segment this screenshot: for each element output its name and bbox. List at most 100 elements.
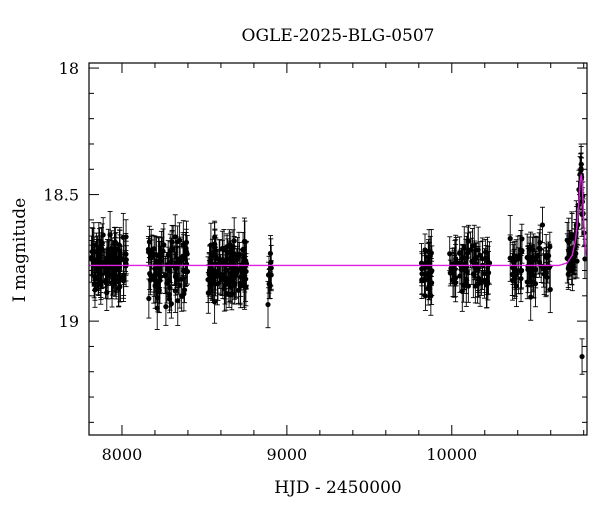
data-marker — [461, 245, 467, 251]
data-marker — [101, 259, 108, 265]
data-marker — [153, 258, 160, 264]
data-marker — [447, 270, 453, 276]
data-point — [211, 279, 218, 324]
data-point — [241, 254, 247, 291]
data-point — [265, 280, 271, 329]
data-marker — [112, 279, 118, 285]
data-point — [225, 270, 231, 297]
data-point — [428, 275, 434, 316]
data-marker — [115, 258, 121, 264]
data-marker — [166, 296, 173, 302]
data-point — [103, 266, 109, 294]
x-tick-label: 8000 — [102, 445, 143, 464]
data-marker — [459, 288, 465, 294]
data-marker — [578, 161, 584, 167]
data-marker — [224, 244, 230, 250]
data-marker — [519, 236, 525, 242]
data-marker — [463, 280, 469, 286]
data-point — [162, 258, 168, 294]
data-point — [422, 262, 428, 296]
data-marker — [569, 231, 575, 238]
data-point — [543, 234, 549, 277]
data-point — [540, 248, 547, 288]
data-marker — [428, 293, 434, 299]
data-point — [463, 259, 469, 307]
data-marker — [238, 283, 244, 289]
data-marker — [512, 275, 518, 281]
data-marker — [172, 288, 178, 294]
data-point — [180, 220, 186, 270]
data-marker — [225, 281, 231, 287]
data-marker — [475, 281, 481, 287]
chart-title: OGLE-2025-BLG-0507 — [242, 26, 435, 46]
data-marker — [422, 276, 428, 282]
data-marker — [122, 251, 129, 257]
data-marker — [103, 277, 109, 283]
data-marker — [98, 245, 105, 251]
data-marker — [107, 232, 113, 238]
data-point — [217, 239, 223, 284]
axis-ticks — [88, 63, 587, 435]
data-marker — [214, 281, 220, 287]
data-marker — [212, 248, 218, 254]
data-point — [473, 242, 479, 273]
data-marker — [231, 238, 237, 244]
data-marker — [268, 272, 274, 278]
data-point — [214, 262, 220, 306]
data-marker — [157, 258, 163, 264]
data-point — [547, 266, 553, 314]
data-marker — [570, 257, 576, 263]
data-marker — [181, 287, 188, 293]
data-marker — [145, 246, 152, 253]
data-point — [219, 230, 225, 267]
data-marker — [226, 275, 232, 281]
data-marker — [573, 250, 579, 257]
data-marker — [175, 298, 181, 304]
data-marker — [230, 243, 236, 250]
data-marker — [533, 254, 539, 261]
data-marker — [529, 254, 536, 260]
data-marker — [485, 270, 492, 276]
data-marker — [582, 256, 588, 262]
data-point — [529, 236, 536, 278]
data-point — [107, 210, 113, 259]
y-tick-label: 18.5 — [43, 186, 79, 205]
data-marker — [241, 269, 247, 276]
data-marker — [547, 244, 553, 250]
data-marker — [230, 265, 236, 271]
data-point — [230, 229, 236, 264]
data-point — [166, 284, 173, 314]
data-marker — [228, 271, 235, 277]
data-marker — [465, 238, 472, 244]
data-marker — [120, 278, 127, 284]
x-tick-label: 9000 — [267, 445, 308, 464]
data-marker — [509, 271, 515, 278]
data-marker — [208, 242, 214, 248]
data-marker — [579, 353, 585, 360]
data-marker — [543, 252, 549, 259]
data-marker — [172, 234, 178, 240]
x-axis-label: HJD - 2450000 — [274, 478, 402, 498]
data-marker — [99, 240, 105, 246]
data-point — [452, 240, 458, 287]
data-point — [168, 241, 174, 284]
data-point — [146, 278, 152, 319]
data-marker — [464, 263, 470, 269]
data-point — [485, 250, 492, 295]
y-axis-label: I magnitude — [10, 198, 30, 302]
data-point — [175, 247, 181, 274]
data-point — [207, 253, 213, 291]
data-marker — [475, 247, 481, 253]
data-point — [98, 227, 105, 269]
data-marker — [564, 237, 570, 243]
data-marker — [88, 255, 94, 261]
data-point — [461, 226, 467, 270]
data-point — [564, 221, 570, 259]
data-marker — [547, 286, 553, 293]
data-marker — [175, 257, 181, 264]
y-tick-label: 19 — [59, 312, 79, 331]
data-marker — [92, 287, 98, 293]
data-marker — [529, 266, 535, 272]
data-marker — [117, 274, 124, 280]
y-tick-label: 18 — [59, 59, 79, 78]
